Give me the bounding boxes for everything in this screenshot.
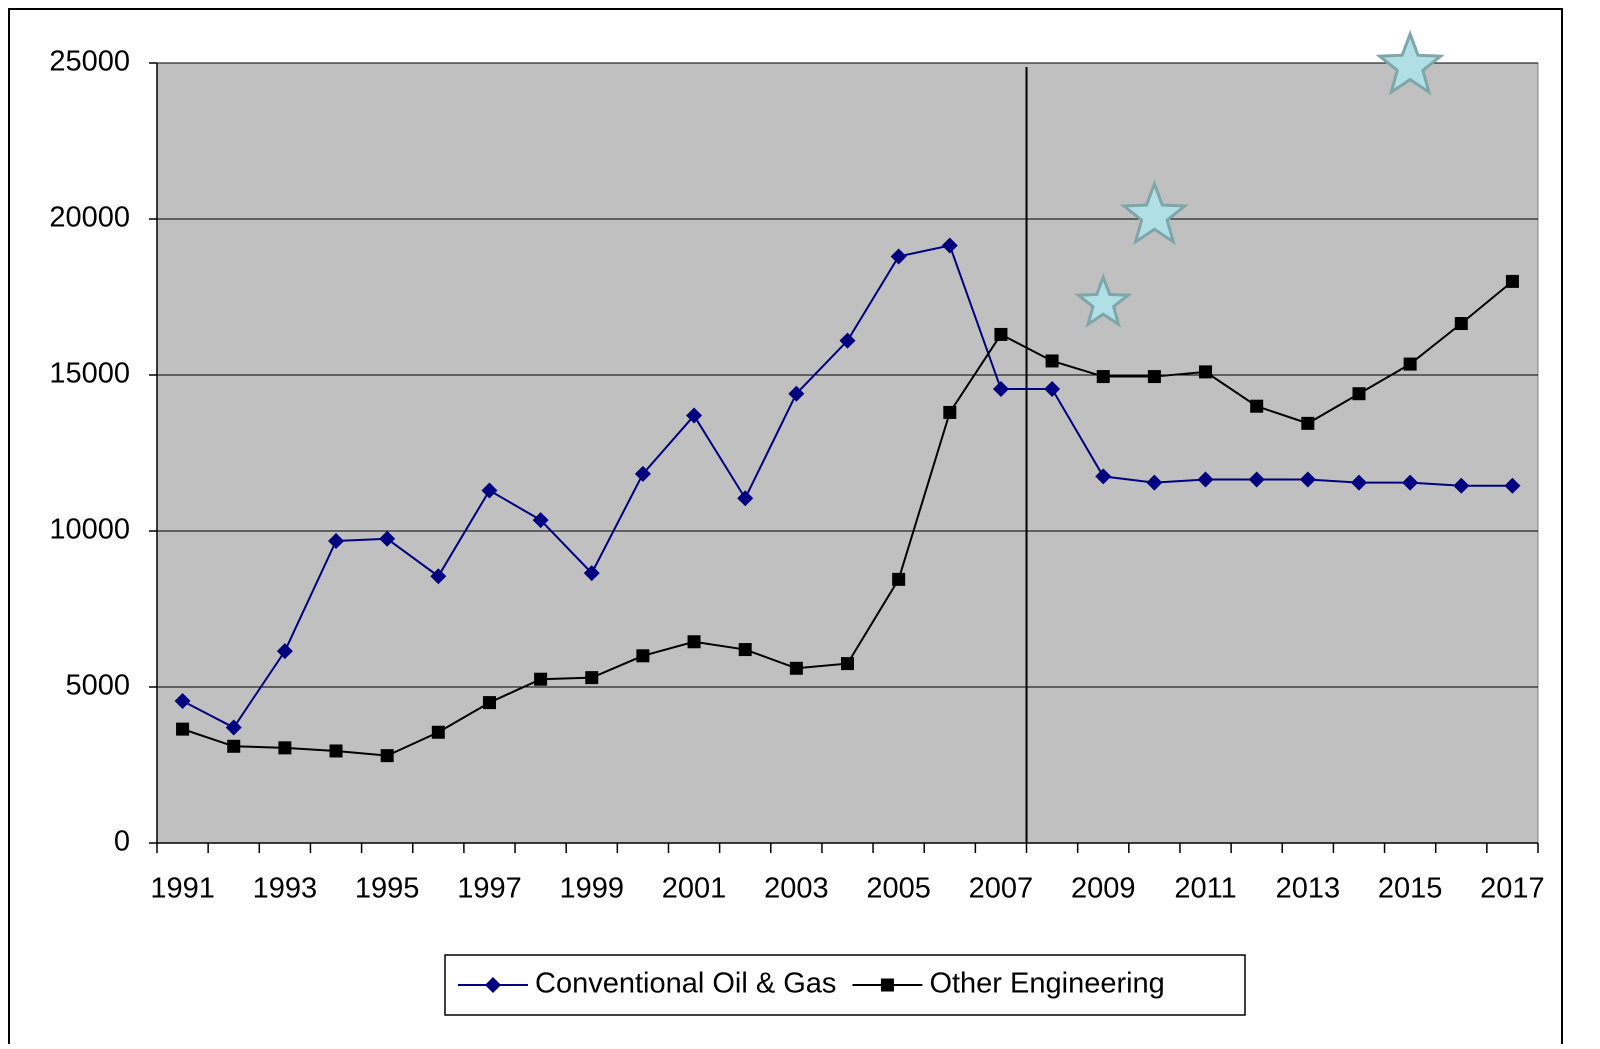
point xyxy=(1248,471,1265,488)
legend: Conventional Oil & Gas Other Engineering xyxy=(444,954,1246,1016)
star-point xyxy=(1375,29,1445,96)
point xyxy=(481,482,498,499)
point xyxy=(430,568,447,585)
point xyxy=(686,407,703,424)
point xyxy=(687,635,701,649)
point xyxy=(585,671,599,685)
x-tick-label: 1995 xyxy=(355,873,420,905)
star-point xyxy=(1074,272,1133,328)
point xyxy=(583,565,600,582)
x-tick-label: 2009 xyxy=(1071,873,1136,905)
point xyxy=(636,649,650,663)
point xyxy=(1350,474,1367,491)
x-tick-label: 1993 xyxy=(253,873,318,905)
point xyxy=(1250,399,1264,413)
x-tick-label: 2011 xyxy=(1174,873,1236,905)
x-tick-label: 1991 xyxy=(150,873,215,905)
y-tick-label: 10000 xyxy=(49,514,130,546)
point xyxy=(532,512,549,529)
point xyxy=(1096,370,1110,384)
point xyxy=(482,696,496,710)
x-tick-label: 1997 xyxy=(457,873,522,905)
point xyxy=(1147,370,1161,384)
point xyxy=(174,693,191,710)
x-tick-label: 2001 xyxy=(662,873,727,905)
point xyxy=(1453,477,1470,494)
y-tick-label: 25000 xyxy=(49,46,130,78)
point xyxy=(1197,471,1214,488)
point xyxy=(1044,381,1061,398)
point xyxy=(225,719,242,736)
star-point xyxy=(1119,179,1189,246)
legend-label: Conventional Oil & Gas xyxy=(535,968,836,1000)
point xyxy=(1045,354,1059,368)
point xyxy=(1299,471,1316,488)
point xyxy=(789,661,803,675)
y-tick-label: 5000 xyxy=(65,670,130,702)
point xyxy=(176,722,190,736)
point xyxy=(892,572,906,586)
point xyxy=(943,405,957,419)
point xyxy=(379,530,396,547)
point xyxy=(1199,365,1213,379)
x-tick-label: 1999 xyxy=(560,873,625,905)
point xyxy=(839,332,856,349)
point xyxy=(1146,474,1163,491)
legend-label: Other Engineering xyxy=(929,968,1164,1000)
point xyxy=(431,725,445,739)
point xyxy=(1352,387,1366,401)
y-tick-label: 20000 xyxy=(49,202,130,234)
point xyxy=(841,657,854,671)
x-tick-label: 2015 xyxy=(1378,873,1443,905)
point xyxy=(1301,416,1315,430)
point xyxy=(329,744,343,758)
point xyxy=(1454,317,1468,331)
point xyxy=(634,465,651,482)
x-tick-label: 2003 xyxy=(764,873,829,905)
legend-box xyxy=(444,954,1246,1016)
point xyxy=(994,327,1008,341)
plot-area xyxy=(156,62,1539,844)
point xyxy=(992,381,1009,398)
point xyxy=(738,643,752,657)
point xyxy=(788,385,805,402)
point xyxy=(534,672,548,686)
point xyxy=(278,741,292,755)
point xyxy=(890,248,907,265)
point xyxy=(227,739,241,753)
x-tick-label: 2005 xyxy=(866,873,931,905)
x-tick-label: 2017 xyxy=(1480,873,1545,905)
y-tick-label: 0 xyxy=(114,826,130,858)
x-tick-label: 2013 xyxy=(1276,873,1341,905)
point xyxy=(1403,357,1417,371)
point xyxy=(328,532,345,549)
legend-marker xyxy=(485,977,501,993)
legend-marker xyxy=(880,978,894,992)
y-tick-label: 15000 xyxy=(49,358,130,390)
point xyxy=(1402,474,1419,491)
x-tick-label: 2007 xyxy=(969,873,1034,905)
point xyxy=(380,749,394,763)
point xyxy=(1504,477,1521,494)
point xyxy=(1095,468,1112,485)
point xyxy=(1505,274,1519,288)
point xyxy=(737,490,754,507)
point xyxy=(276,643,293,660)
point xyxy=(941,237,958,254)
